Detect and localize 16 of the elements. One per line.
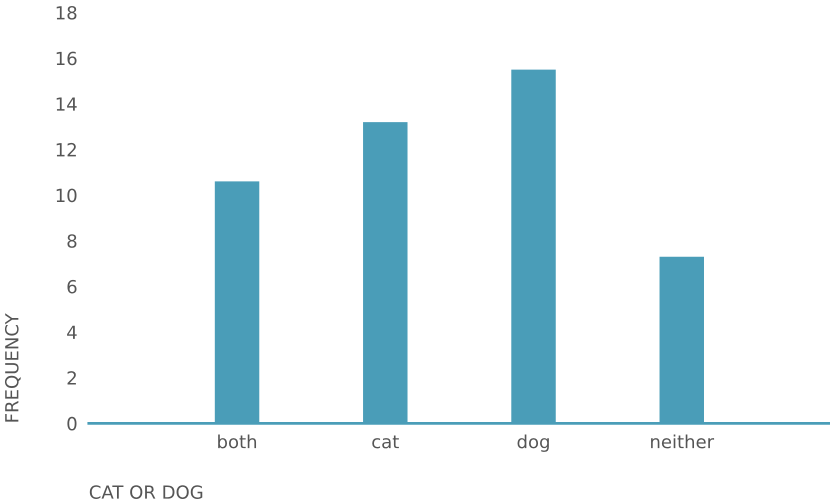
y-tick-label: 4 <box>67 326 77 339</box>
x-tick-label: both <box>218 434 256 448</box>
x-tick-label: dog <box>518 434 549 452</box>
y-tick-label: 8 <box>67 234 76 248</box>
y-tick-label: 2 <box>68 371 76 385</box>
y-tick-label: 14 <box>56 98 77 111</box>
x-tick-label: cat <box>372 435 399 448</box>
y-axis-title: FREQUENCY <box>4 313 21 422</box>
y-tick-label: 0 <box>67 416 76 430</box>
y-tick-label: 10 <box>56 188 76 202</box>
x-tick-label: neither <box>651 434 714 448</box>
y-tick-label: 6 <box>67 280 77 294</box>
x-axis-title: CAT OR DOG <box>90 485 202 499</box>
y-tick-label: 16 <box>56 52 77 66</box>
y-tick-label: 18 <box>56 6 76 20</box>
y-tick-label: 12 <box>56 142 76 156</box>
